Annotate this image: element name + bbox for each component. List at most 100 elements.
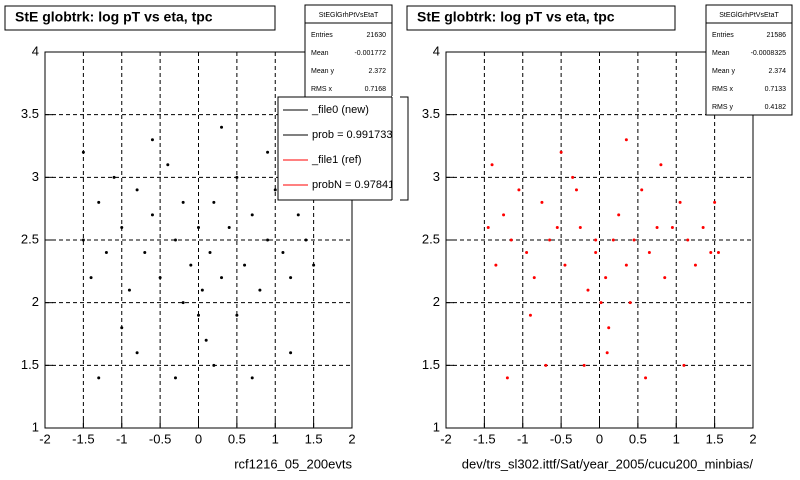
point xyxy=(605,351,609,355)
y-tick-label: 1.5 xyxy=(21,357,39,372)
point xyxy=(540,200,544,204)
stats-label: Entries xyxy=(311,32,333,39)
point xyxy=(289,276,293,280)
point xyxy=(289,351,293,355)
point xyxy=(127,288,131,292)
point xyxy=(266,150,270,154)
x-tick-label: 1 xyxy=(272,431,279,446)
point xyxy=(502,213,506,217)
point xyxy=(81,150,85,154)
x-axis-label: rcf1216_05_200evts xyxy=(234,456,352,471)
point xyxy=(81,238,85,242)
y-tick-label: 3.5 xyxy=(21,106,39,121)
stats-value: -0.001772 xyxy=(354,50,386,57)
x-axis-label: dev/trs_sl302.ittf/Sat/year_2005/cucu200… xyxy=(462,456,754,471)
point xyxy=(611,238,615,242)
point xyxy=(713,200,717,204)
point xyxy=(525,251,529,255)
point xyxy=(143,251,147,255)
point xyxy=(624,138,628,142)
point xyxy=(486,225,490,229)
point xyxy=(158,276,162,280)
point xyxy=(686,238,690,242)
point xyxy=(624,263,628,267)
point xyxy=(212,363,216,367)
point xyxy=(166,163,170,167)
x-tick-label: -0.5 xyxy=(149,431,171,446)
point xyxy=(640,188,644,192)
stats-label: Entries xyxy=(712,32,734,39)
x-tick-label: 0.5 xyxy=(629,431,647,446)
point xyxy=(544,363,548,367)
point xyxy=(682,363,686,367)
legend-clip xyxy=(392,96,400,202)
point xyxy=(494,263,498,267)
y-tick-label: 4 xyxy=(433,43,440,58)
stats-label: RMS x xyxy=(311,86,333,93)
legend-label: probN = 0.97841 xyxy=(312,179,394,191)
stats-label: Mean y xyxy=(712,68,735,75)
point xyxy=(701,225,705,229)
y-tick-label: 4 xyxy=(32,43,39,58)
point xyxy=(204,338,208,342)
stats-label: Mean y xyxy=(311,68,334,75)
point xyxy=(281,251,285,255)
point xyxy=(235,313,239,317)
point xyxy=(212,200,216,204)
x-tick-label: 1 xyxy=(673,431,680,446)
point xyxy=(574,188,578,192)
point xyxy=(208,251,212,255)
stats-name: StEGlGrhPtVsEtaT xyxy=(719,12,779,19)
point xyxy=(189,263,193,267)
point xyxy=(599,301,603,305)
stats-name: StEGlGrhPtVsEtaT xyxy=(319,12,379,19)
point xyxy=(312,263,316,267)
point xyxy=(709,251,713,255)
title-box xyxy=(406,5,676,31)
y-tick-label: 1 xyxy=(433,419,440,434)
x-tick-label: -1 xyxy=(116,431,128,446)
point xyxy=(258,288,262,292)
point xyxy=(628,301,632,305)
title-box xyxy=(4,5,276,31)
point xyxy=(644,376,648,380)
point xyxy=(181,301,185,305)
point xyxy=(243,263,247,267)
point xyxy=(555,225,559,229)
point xyxy=(135,351,139,355)
y-tick-label: 2.5 xyxy=(422,231,440,246)
point xyxy=(505,376,509,380)
point xyxy=(578,225,582,229)
point xyxy=(509,238,513,242)
x-tick-label: -1.5 xyxy=(473,431,495,446)
point xyxy=(490,163,494,167)
y-tick-label: 1 xyxy=(32,419,39,434)
x-tick-label: 2 xyxy=(348,431,355,446)
legend-label: _file0 (new) xyxy=(311,104,369,116)
stats-label: RMS x xyxy=(712,86,734,93)
point xyxy=(655,225,659,229)
point xyxy=(150,138,154,142)
point xyxy=(647,251,651,255)
point xyxy=(250,213,254,217)
stats-value: 21630 xyxy=(367,32,387,39)
point xyxy=(678,200,682,204)
point xyxy=(120,225,124,229)
point xyxy=(617,213,621,217)
point xyxy=(663,276,667,280)
x-tick-label: -2 xyxy=(440,431,452,446)
stats-value: 0.7168 xyxy=(365,86,387,93)
point xyxy=(632,238,636,242)
point xyxy=(670,225,674,229)
stats-value: 2.374 xyxy=(768,68,786,75)
legend-label: prob = 0.991733 xyxy=(312,129,392,141)
y-tick-label: 2.5 xyxy=(21,231,39,246)
point xyxy=(273,188,277,192)
point xyxy=(120,326,124,330)
x-tick-label: -1.5 xyxy=(72,431,94,446)
point xyxy=(659,163,663,167)
x-tick-label: 0 xyxy=(195,431,202,446)
point xyxy=(548,238,552,242)
y-tick-label: 2 xyxy=(433,294,440,309)
